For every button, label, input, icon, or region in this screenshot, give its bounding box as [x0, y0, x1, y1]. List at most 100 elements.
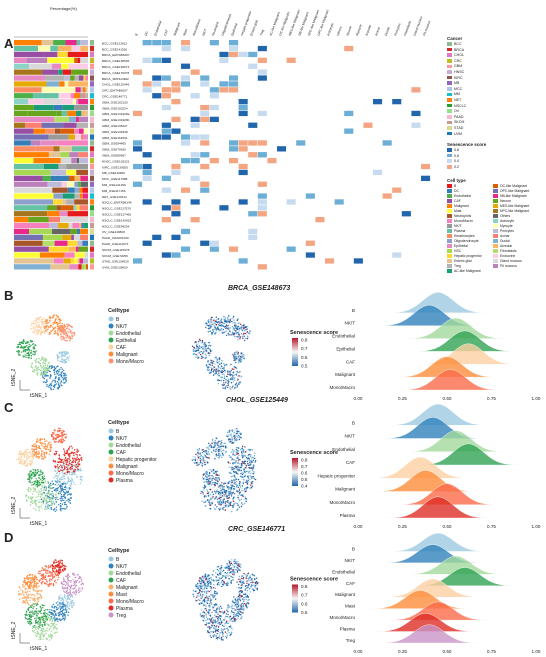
heatmap-cell [392, 187, 402, 193]
score-point [250, 472, 253, 475]
tsne-point [54, 430, 56, 432]
score-point [231, 468, 233, 470]
score-point [215, 329, 218, 331]
score-point [209, 481, 212, 483]
score-point [210, 503, 213, 505]
heatmap-cell [229, 51, 239, 58]
score-point [249, 463, 252, 465]
score-point [231, 481, 233, 484]
tsne-point [27, 454, 29, 457]
tsne-point [27, 355, 30, 357]
score-point [222, 502, 224, 505]
score-point [241, 351, 244, 354]
score-point [222, 445, 225, 448]
tsne-point [55, 506, 58, 508]
tsne-point [61, 377, 64, 379]
score-point [235, 432, 238, 435]
legend-label: CAF [454, 199, 461, 203]
score-legend-item: 0.6 [447, 154, 459, 158]
tsne-point [58, 322, 60, 325]
cancer-legend-item: MB [447, 81, 459, 85]
heatmap-cell [421, 163, 431, 170]
stacked-bar-segment [71, 45, 81, 52]
heatmap-cell [133, 110, 143, 117]
tsne-point [19, 452, 21, 454]
score-point [202, 478, 205, 480]
tsne-point [66, 595, 68, 597]
legend-swatch [493, 244, 498, 248]
score-point [203, 473, 206, 475]
tsne-point [39, 473, 41, 475]
heatmap-cell [142, 152, 152, 158]
tsne-point [69, 336, 71, 339]
score-point [195, 454, 197, 457]
celltype-column-header: NK/T [201, 28, 207, 36]
legend-swatch [447, 229, 452, 233]
tsne-point [53, 453, 56, 456]
score-point [244, 446, 246, 448]
heatmap-cell [152, 234, 162, 240]
stacked-bar-segment [67, 240, 78, 246]
stacked-bar-segment [38, 45, 51, 52]
legend-swatch [447, 214, 452, 218]
score-point [196, 459, 198, 461]
score-point [235, 479, 237, 481]
tsne-point [32, 471, 35, 473]
score-point [202, 459, 205, 461]
score-point [243, 335, 245, 337]
stacked-bar-segment [70, 75, 75, 81]
tsne-point [44, 630, 46, 632]
score-point [207, 480, 210, 482]
score-point [249, 478, 251, 481]
tsne-point [43, 489, 45, 491]
score-point [210, 350, 213, 352]
tsne-point [46, 381, 48, 383]
tsne-point [61, 358, 64, 360]
tsne-point [68, 598, 70, 600]
stacked-bar-segment [61, 99, 73, 105]
legend-label: AC-like Malignant [454, 269, 481, 273]
score-point [233, 466, 236, 469]
legend-swatch [447, 109, 452, 113]
score-point [209, 502, 211, 504]
tsne-point [48, 488, 51, 490]
tsne-point [58, 468, 60, 470]
score-point [237, 333, 240, 335]
tsne-point [27, 496, 30, 498]
stacked-bar-segment [14, 122, 26, 128]
stacked-bar-segment [80, 57, 88, 63]
stacked-bar-segment [61, 181, 68, 187]
tsne-point [18, 450, 21, 453]
score-point [209, 507, 212, 510]
heatmap-cell [411, 122, 421, 128]
tsne-point [70, 497, 72, 499]
score-point [233, 435, 236, 437]
heatmap-cell [238, 51, 248, 58]
heatmap-cell [229, 40, 239, 46]
tsne-point [80, 480, 83, 482]
score-point [233, 370, 235, 372]
score-point [222, 449, 225, 452]
score-point [240, 323, 242, 325]
score-point [230, 476, 233, 478]
tsne-point [64, 376, 66, 378]
heatmap-cell [257, 75, 267, 81]
legend-swatch [447, 259, 452, 263]
score-point [222, 322, 225, 325]
heatmap-cell [171, 81, 181, 87]
celltype-legend: B DC Endothelial CAF Malignant Mast Neutrophil… [447, 184, 546, 284]
tsne-point [33, 475, 35, 477]
score-point [206, 489, 208, 491]
stacked-bar-segment [68, 81, 88, 87]
score-point [252, 457, 255, 459]
score-point [194, 341, 196, 344]
cancer-color-strip [90, 81, 94, 87]
tsne-point [52, 502, 55, 504]
tsne-point [47, 482, 49, 484]
dataset-label: BCC_GSE123813 [102, 41, 127, 45]
stacked-bar-segment [42, 240, 55, 246]
tsne-point [33, 331, 35, 333]
celltype-legend-label: Malignant [116, 352, 138, 358]
cancer-legend-item: HNSC [447, 70, 464, 74]
tsne-point [38, 476, 40, 479]
